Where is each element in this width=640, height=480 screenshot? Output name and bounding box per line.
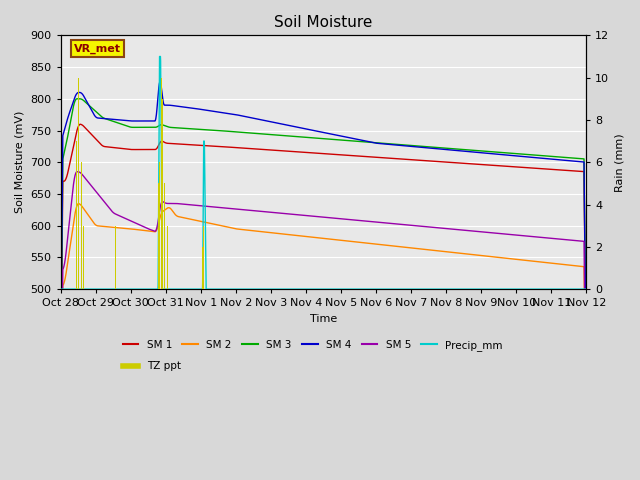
Text: VR_met: VR_met <box>74 44 121 54</box>
Y-axis label: Rain (mm): Rain (mm) <box>615 133 625 192</box>
Title: Soil Moisture: Soil Moisture <box>275 15 372 30</box>
Legend: TZ ppt: TZ ppt <box>118 357 185 375</box>
X-axis label: Time: Time <box>310 314 337 324</box>
Y-axis label: Soil Moisture (mV): Soil Moisture (mV) <box>15 111 25 214</box>
